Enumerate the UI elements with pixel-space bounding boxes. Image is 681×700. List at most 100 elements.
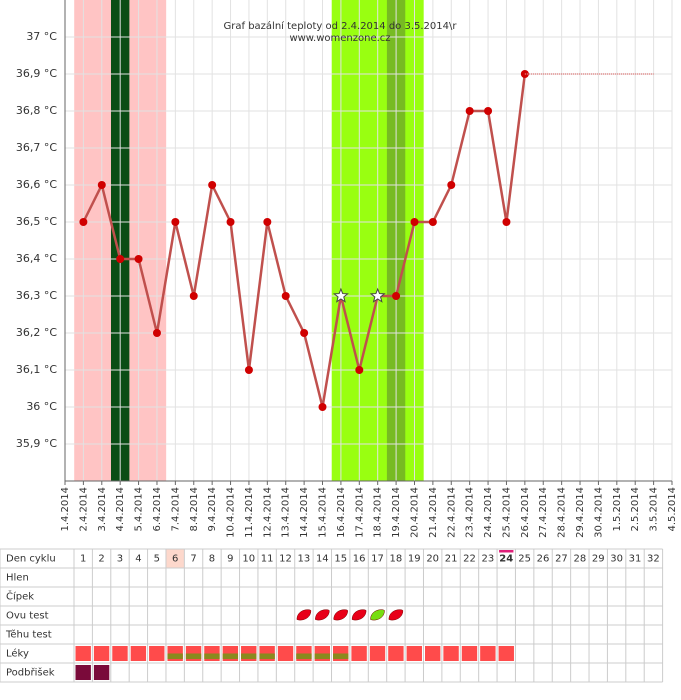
x-tick-label: 2.4.2014 (78, 487, 89, 532)
x-tick-label: 5.4.2014 (134, 487, 145, 532)
point (410, 218, 419, 226)
day-number: 14 (316, 554, 329, 565)
row-label: Léky (6, 648, 29, 660)
x-tick-label: 18.4.2014 (373, 487, 384, 538)
x-tick-label: 25.4.2014 (501, 487, 512, 538)
day-number: 19 (408, 554, 421, 565)
day-number: 18 (390, 554, 403, 565)
leky-box (424, 646, 441, 661)
x-tick-label: 26.4.2014 (520, 487, 531, 538)
day-number: 12 (279, 554, 292, 565)
day-number: 5 (154, 554, 160, 565)
point (208, 181, 217, 189)
y-tick-label: 36,1 °C (16, 363, 57, 376)
day-number: 8 (209, 554, 215, 565)
y-tick-label: 36,8 °C (16, 104, 57, 117)
day-number: 9 (227, 554, 233, 565)
day-number: 24 (499, 554, 513, 565)
point (79, 218, 88, 226)
chart-subtitle: www.womenzone.cz (289, 33, 390, 44)
leky-olive (204, 653, 220, 659)
day-number: 30 (610, 554, 623, 565)
ovu-icon (315, 609, 330, 621)
point (502, 218, 511, 226)
day-number: 4 (135, 554, 141, 565)
x-tick-label: 7.4.2014 (170, 487, 181, 532)
day-number: 28 (573, 554, 586, 565)
day-number: 2 (98, 554, 104, 565)
y-tick-label: 36 °C (26, 400, 57, 413)
x-tick-label: 4.4.2014 (115, 487, 126, 532)
point (134, 255, 143, 263)
star-point (369, 287, 386, 303)
x-tick-label: 12.4.2014 (262, 487, 273, 538)
leky-box (388, 646, 404, 661)
leky-olive (259, 653, 275, 659)
leky-olive (167, 653, 183, 659)
highlight-cell (165, 549, 185, 568)
point (465, 107, 474, 115)
y-tick-label: 36,6 °C (16, 178, 57, 191)
x-tick-label: 8.4.2014 (189, 487, 200, 532)
today-marker (499, 550, 514, 553)
x-tick-label: 23.4.2014 (465, 487, 476, 538)
x-tick-label: 28.4.2014 (557, 487, 568, 538)
podbrisek-box (75, 665, 91, 680)
leky-box (443, 646, 459, 661)
leky-box (112, 646, 128, 661)
day-number: 6 (172, 554, 178, 565)
leky-box (277, 646, 294, 661)
leky-box (461, 646, 478, 661)
day-number: 20 (426, 554, 439, 565)
y-tick-label: 37 °C (26, 30, 57, 43)
day-number: 3 (117, 554, 123, 565)
point (226, 218, 235, 226)
ovu-icon (351, 609, 367, 621)
point (152, 329, 161, 337)
day-number: 23 (481, 554, 494, 565)
x-tick-label: 17.4.2014 (354, 487, 365, 538)
x-tick-label: 4.5.2014 (667, 487, 678, 532)
point (355, 366, 364, 374)
day-number: 11 (261, 554, 274, 565)
day-number: 10 (242, 554, 255, 565)
point (447, 181, 456, 189)
leky-box (130, 646, 147, 661)
point (189, 292, 198, 300)
row-label: Ovu test (6, 611, 49, 622)
day-number: 21 (445, 554, 458, 565)
podbrisek-box (93, 665, 110, 680)
star-point (332, 287, 349, 303)
day-number: 31 (629, 554, 642, 565)
x-tick-label: 30.4.2014 (593, 487, 604, 538)
day-number: 7 (190, 554, 196, 565)
row-label: Hlen (6, 573, 29, 584)
x-tick-label: 1.4.2014 (60, 487, 71, 532)
x-tick-label: 10.4.2014 (226, 487, 237, 538)
ovu-icon (296, 609, 312, 621)
x-tick-label: 13.4.2014 (281, 487, 292, 538)
row-label: Čípek (6, 590, 34, 603)
y-tick-label: 36,3 °C (16, 289, 57, 302)
day-number: 15 (334, 554, 347, 565)
point (281, 292, 290, 300)
x-tick-label: 3.5.2014 (649, 487, 660, 532)
point (97, 181, 106, 189)
ovu-icon (333, 609, 348, 621)
leky-box (149, 646, 165, 661)
y-tick-label: 36,5 °C (16, 215, 57, 228)
ovu-icon (388, 609, 404, 621)
y-tick-label: 36,7 °C (16, 141, 57, 154)
chart-title: Graf bazální teploty od 2.4.2014 do 3.5.… (224, 20, 458, 32)
x-tick-label: 29.4.2014 (575, 487, 586, 538)
day-number: 22 (463, 554, 476, 565)
day-number: 25 (518, 554, 531, 565)
leky-box (498, 646, 514, 661)
x-tick-label: 9.4.2014 (207, 487, 218, 532)
leky-box (93, 646, 110, 661)
leky-box (369, 646, 386, 661)
day-number: 29 (592, 554, 605, 565)
point (171, 218, 180, 226)
y-tick-label: 36,2 °C (16, 326, 57, 339)
